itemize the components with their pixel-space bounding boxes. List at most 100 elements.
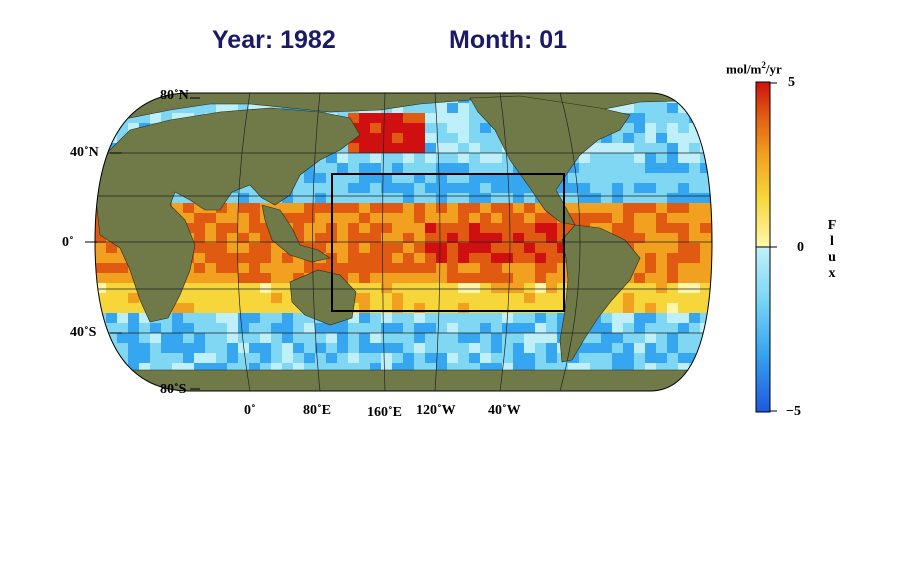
flux-cell <box>425 303 436 313</box>
flux-cell <box>117 123 128 133</box>
flux-cell <box>117 323 128 333</box>
flux-cell <box>194 233 205 243</box>
flux-cell <box>282 213 293 223</box>
flux-cell <box>502 273 513 283</box>
flux-cell <box>557 303 568 313</box>
flux-cell <box>414 273 425 283</box>
flux-cell <box>656 353 667 363</box>
flux-cell <box>535 293 546 303</box>
flux-cell <box>249 103 260 113</box>
flux-cell <box>590 363 601 373</box>
flux-cell <box>238 243 249 253</box>
flux-cell <box>447 233 458 243</box>
flux-cell <box>557 313 568 323</box>
flux-cell <box>106 93 117 103</box>
flux-cell <box>634 343 645 353</box>
flux-cell <box>205 333 216 343</box>
flux-cell <box>623 193 634 203</box>
flux-cell <box>590 213 601 223</box>
flux-cell <box>458 343 469 353</box>
flux-cell <box>106 323 117 333</box>
flux-cell <box>117 273 128 283</box>
flux-cell <box>205 103 216 113</box>
flux-cell <box>117 353 128 363</box>
flux-cell <box>282 253 293 263</box>
flux-cell <box>513 243 524 253</box>
flux-cell <box>513 303 524 313</box>
flux-cell <box>524 363 535 373</box>
flux-cell <box>480 283 491 293</box>
flux-cell <box>436 213 447 223</box>
flux-cell <box>381 363 392 373</box>
flux-cell <box>513 323 524 333</box>
globe-outline <box>94 92 713 392</box>
flux-cell <box>546 233 557 243</box>
flux-cell <box>634 353 645 363</box>
flux-cell <box>667 363 678 373</box>
flux-cell <box>645 273 656 283</box>
flux-cell <box>711 333 712 343</box>
flux-cell <box>238 253 249 263</box>
flux-cell <box>711 203 712 213</box>
flux-cell <box>205 303 216 313</box>
flux-cell <box>711 263 712 273</box>
flux-cell <box>381 353 392 363</box>
flux-cell <box>194 283 205 293</box>
flux-cell <box>282 203 293 213</box>
flux-cell <box>711 323 712 333</box>
flux-cell <box>337 233 348 243</box>
flux-cell <box>634 133 645 143</box>
flux-cell <box>161 363 172 373</box>
flux-cell <box>414 343 425 353</box>
flux-cell <box>425 343 436 353</box>
flux-cell <box>458 133 469 143</box>
flux-cell <box>546 313 557 323</box>
lat-label-0: 0˚ <box>62 235 74 250</box>
flux-cell <box>403 183 414 193</box>
flux-cell <box>579 193 590 203</box>
flux-cell <box>502 213 513 223</box>
flux-cell <box>469 123 480 133</box>
flux-cell <box>491 313 502 323</box>
flux-cell <box>337 173 348 183</box>
flux-cell <box>392 253 403 263</box>
flux-cell <box>524 313 535 323</box>
flux-cell <box>700 293 711 303</box>
flux-cell <box>216 283 227 293</box>
flux-cell <box>304 223 315 233</box>
flux-cell <box>612 333 623 343</box>
flux-cell <box>612 213 623 223</box>
flux-cell <box>469 183 480 193</box>
flux-cell <box>238 263 249 273</box>
year-title: Year: 1982 <box>212 26 336 54</box>
flux-cell <box>370 113 381 123</box>
flux-cell <box>601 183 612 193</box>
flux-cell <box>392 113 403 123</box>
colorbar-unit: mol/m2/yr <box>726 60 782 77</box>
flux-cell <box>392 203 403 213</box>
flux-cell <box>106 253 117 263</box>
flux-cell <box>458 113 469 123</box>
flux-cell <box>172 363 183 373</box>
flux-cell <box>392 173 403 183</box>
flux-cell <box>678 263 689 273</box>
colorbar <box>755 81 777 413</box>
flux-cell <box>502 333 513 343</box>
flux-cell <box>667 103 678 113</box>
flux-cell <box>447 143 458 153</box>
flux-cell <box>381 143 392 153</box>
flux-cell <box>216 333 227 343</box>
flux-cell <box>480 323 491 333</box>
flux-cell <box>249 213 260 223</box>
flux-cell <box>194 323 205 333</box>
flux-cell <box>194 353 205 363</box>
lat-ticks <box>85 97 200 390</box>
flux-cell <box>315 343 326 353</box>
flux-cell <box>370 193 381 203</box>
flux-cell <box>491 303 502 313</box>
flux-cell <box>612 223 623 233</box>
flux-cell <box>161 343 172 353</box>
flux-cell <box>711 123 712 133</box>
flux-cell <box>326 323 337 333</box>
flux-cell <box>634 263 645 273</box>
